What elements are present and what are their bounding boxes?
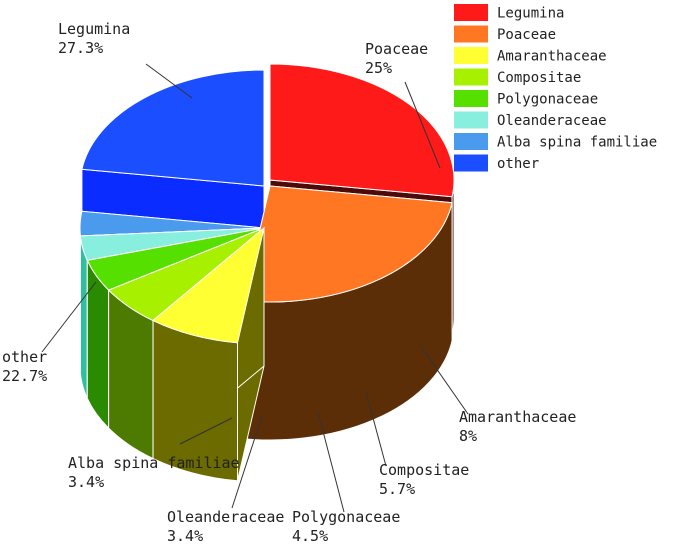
leader-amaranthaceae [419, 344, 469, 415]
legend-label-other: other [497, 156, 539, 172]
legend: Legumina Poaceae Amaranthaceae Compositae Po… [454, 4, 657, 172]
legend-swatch-amaranthaceae [454, 47, 488, 64]
legend-label-oleanderaceae: Oleanderaceae [497, 113, 607, 129]
label-alba-spina-familiae-value: 3.4% [68, 473, 104, 491]
legend-swatch-poaceae [454, 25, 488, 43]
label-amaranthaceae-name: Amaranthaceae [459, 408, 576, 426]
label-poaceae-name: Poaceae [365, 40, 428, 58]
legend-swatch-other [454, 154, 488, 172]
leader-other [41, 281, 97, 353]
slice-amaranthaceae-body [152, 226, 265, 482]
legend-label-polygonaceae: Polygonaceae [497, 92, 598, 108]
slice-poaceae-top [242, 185, 453, 303]
leader-legumina [145, 63, 193, 99]
label-polygonaceae-name: Polygonaceae [292, 508, 400, 526]
legend-swatch-legumina [454, 4, 488, 21]
slice-other-top [81, 69, 265, 187]
legend-swatch-alba-spina-familiae [454, 133, 488, 150]
legend-label-poaceae: Poaceae [497, 27, 556, 43]
label-oleanderaceae-name: Oleanderaceae [167, 508, 284, 526]
label-compositae-name: Compositae [379, 461, 469, 479]
leader-poaceae [404, 81, 441, 169]
label-amaranthaceae-value: 8% [459, 427, 477, 445]
slice-amaranthaceae-top [152, 226, 265, 344]
legend-label-amaranthaceae: Amaranthaceae [497, 49, 607, 65]
label-alba-spina-familiae-name: Alba spina familiae [68, 454, 240, 472]
leader-alba-spina-familiae [179, 417, 233, 445]
leader-lines [41, 63, 469, 513]
legend-label-legumina: Legumina [497, 6, 564, 22]
leader-polygonaceae [317, 411, 345, 513]
label-poaceae-value: 25% [365, 59, 392, 77]
label-polygonaceae-value: 4.5% [292, 527, 328, 545]
label-other-value: 22.7% [2, 367, 47, 385]
legend-swatch-polygonaceae [454, 90, 488, 107]
leader-oleanderaceae [231, 415, 263, 509]
slice-oleanderaceae-side [79, 235, 88, 399]
slice-legumina-top [269, 63, 455, 198]
pie-sides [79, 63, 455, 482]
legend-swatch-compositae [454, 68, 488, 86]
leader-compositae [365, 391, 387, 467]
legend-swatch-oleanderaceae [454, 111, 488, 129]
legend-label-compositae: Compositae [497, 70, 581, 86]
label-compositae-value: 5.7% [379, 480, 415, 498]
label-legumina-value: 27.3% [58, 39, 103, 57]
legend-label-alba-spina-familiae: Alba spina familiae [497, 135, 657, 151]
label-oleanderaceae-value: 3.4% [167, 527, 203, 545]
label-other-name: other [2, 348, 47, 366]
label-legumina-name: Legumina [58, 20, 130, 38]
slice-poaceae-body [242, 185, 453, 441]
